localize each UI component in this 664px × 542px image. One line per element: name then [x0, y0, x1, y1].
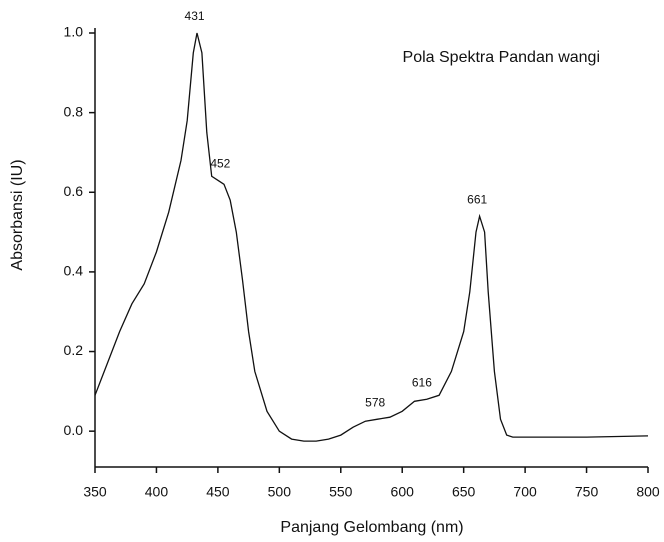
chart: Pola Spektra Pandan wangi Panjang Gelomb…	[0, 0, 664, 542]
peak-label: 661	[467, 192, 487, 206]
y-axis-label: Absorbansi (IU)	[9, 159, 26, 270]
x-tick-label: 700	[513, 484, 537, 500]
x-tick-label: 500	[268, 484, 292, 500]
x-tick-label: 650	[452, 484, 476, 500]
y-tick-label: 0.2	[64, 342, 84, 358]
x-tick-label: 350	[83, 484, 107, 500]
x-tick-label: 400	[145, 484, 169, 500]
spectrum-line	[95, 33, 648, 441]
peak-label: 452	[210, 156, 230, 170]
peak-label: 431	[185, 9, 205, 23]
y-tick-label: 1.0	[64, 24, 84, 40]
peak-label: 578	[365, 395, 385, 409]
x-tick-label: 450	[206, 484, 230, 500]
y-tick-label: 0.0	[64, 422, 84, 438]
x-tick-label: 600	[391, 484, 415, 500]
x-tick-label: 550	[329, 484, 353, 500]
x-tick-label: 750	[575, 484, 599, 500]
y-tick-label: 0.8	[64, 103, 84, 119]
x-tick-label: 800	[636, 484, 660, 500]
x-axis-label: Panjang Gelombang (nm)	[280, 519, 463, 536]
chart-title: Pola Spektra Pandan wangi	[403, 49, 600, 66]
y-tick-label: 0.4	[64, 263, 84, 279]
peak-label: 616	[412, 375, 432, 389]
y-tick-label: 0.6	[64, 183, 84, 199]
